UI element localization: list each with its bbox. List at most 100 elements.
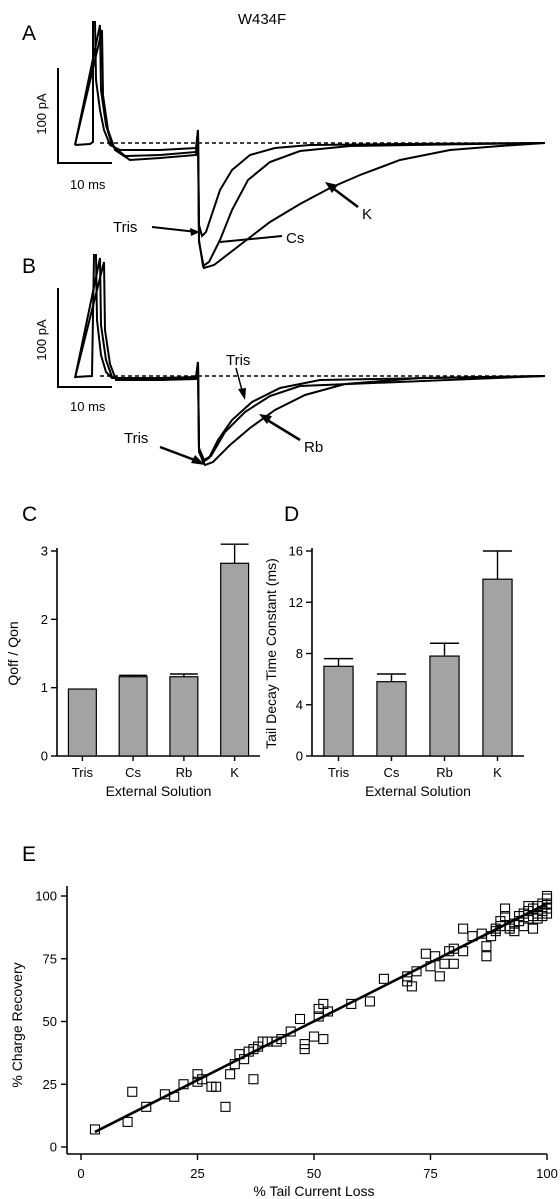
chart-e: 0 25 50 75 100 0 25 50 75 100 % Tail Current Loss%… <box>9 886 558 1199</box>
panel-b-label-rb: Rb <box>304 439 323 456</box>
panel-a-arrowhead-k <box>325 182 338 193</box>
chart-c-ytick-label-2: 2 <box>41 612 48 627</box>
chart-d: 0 4 8 12 16 Tris Cs Rb K External Solution Tail De… <box>263 544 524 799</box>
panel-b-scale-x-label: 10 ms <box>70 399 106 414</box>
panel-b-arrowhead-tris-top <box>238 388 246 400</box>
chart-e-xlabel: % Tail Current Loss <box>253 1183 374 1199</box>
panel-a-arrow-cs <box>219 235 283 243</box>
panel-b-trace-rb <box>74 257 546 467</box>
chart-e-point-61 <box>500 903 511 914</box>
chart-d-ytick-label-3: 12 <box>289 595 303 610</box>
chart-e-point-34 <box>322 1006 334 1017</box>
chart-d-bar-2 <box>429 655 460 757</box>
chart-d-xtick-label-1: Cs <box>384 765 400 780</box>
chart-e-ytick-label-3: 75 <box>43 951 57 966</box>
chart-e-point-29 <box>308 1031 320 1042</box>
chart-e-xtick-label-2: 50 <box>307 1166 321 1181</box>
panel-b-scale-y-label: 100 pA <box>34 319 49 361</box>
panel-b-label-tris-bottom: Tris <box>124 430 148 447</box>
panel-b-label-tris-top: Tris <box>226 352 250 369</box>
chart-e-point-42 <box>420 948 431 959</box>
panel-a-label-cs: Cs <box>286 230 304 247</box>
chart-e-point-86 <box>541 908 553 919</box>
chart-e-point-5 <box>169 1091 180 1102</box>
chart-e-point-45 <box>434 971 445 982</box>
panel-b-arrow-rb <box>263 416 301 442</box>
chart-d-xtick-label-3: K <box>493 765 502 780</box>
chart-e-point-3 <box>141 1101 152 1112</box>
chart-e-point-24 <box>276 1034 287 1045</box>
chart-e-point-12 <box>220 1101 231 1112</box>
chart-d-bar-0 <box>323 665 354 757</box>
panel-a-trace-tris <box>74 21 546 238</box>
panel-letter-e: E <box>22 843 36 866</box>
chart-d-ylabel: Tail Decay Time Constant (ms) <box>263 558 279 749</box>
chart-c-xtick-label-3: K <box>230 765 239 780</box>
panel-letter-d: D <box>284 503 299 526</box>
figure-title: W434F <box>238 11 286 28</box>
chart-c-xlabel: External Solution <box>106 783 212 799</box>
chart-e-point-41 <box>411 966 422 977</box>
chart-c-bar-0 <box>67 688 97 757</box>
chart-d-ytick-label-2: 8 <box>296 646 303 661</box>
chart-e-point-43 <box>425 961 436 972</box>
chart-c-bar-1 <box>118 676 148 757</box>
panel-a-arrowhead-tris <box>190 228 200 236</box>
chart-e-xtick-label-1: 25 <box>190 1166 204 1181</box>
chart-e-xtick-label-4: 100 <box>536 1166 558 1181</box>
panel-a-label-k: K <box>362 206 372 223</box>
panel-a-arrow-tris <box>151 226 198 233</box>
chart-c-ytick-label-0: 0 <box>41 749 48 764</box>
chart-e-point-44 <box>430 951 441 962</box>
panel-b-traces <box>57 254 546 467</box>
chart-e-ytick-label-2: 50 <box>43 1014 57 1029</box>
chart-d-xtick-label-0: Tris <box>328 765 350 780</box>
chart-d-xlabel: External Solution <box>365 783 471 799</box>
chart-e-point-46 <box>439 958 450 969</box>
panel-letter-b: B <box>22 255 36 278</box>
panel-a-scale-y-label: 100 pA <box>34 93 49 135</box>
chart-d-bar-1 <box>376 681 407 757</box>
chart-c: 0 1 2 3 Tris Cs Rb K External Solution Qoff / Qon <box>5 543 260 799</box>
chart-e-point-62 <box>500 911 511 922</box>
chart-e-point-50 <box>458 923 469 934</box>
chart-c-ylabel: Qoff / Qon <box>5 621 21 685</box>
panel-b-arrowhead-tris-bottom <box>191 455 205 465</box>
chart-c-ytick-label-1: 1 <box>41 680 48 695</box>
chart-e-point-28 <box>299 1039 310 1050</box>
panel-letter-c: C <box>22 503 37 526</box>
panel-a-label-tris: Tris <box>113 219 137 236</box>
panel-b-trace-tris-2 <box>74 261 546 462</box>
panel-a-scale-bar <box>57 68 112 164</box>
chart-e-xtick-label-3: 75 <box>423 1166 437 1181</box>
chart-d-xtick-label-2: Rb <box>436 765 453 780</box>
chart-d-ytick-label-1: 4 <box>296 697 303 712</box>
panel-b-scale-bar <box>57 288 112 388</box>
chart-e-ytick-label-0: 0 <box>50 1140 57 1155</box>
chart-e-point-19 <box>248 1074 259 1085</box>
chart-e-point-9 <box>197 1074 208 1085</box>
chart-e-xtick-label-0: 0 <box>77 1166 84 1181</box>
chart-e-point-6 <box>178 1079 189 1090</box>
panel-a-scale-x-label: 10 ms <box>70 177 106 192</box>
chart-e-point-49 <box>448 958 459 969</box>
chart-d-ytick-label-0: 0 <box>296 749 303 764</box>
chart-e-point-40 <box>406 981 417 992</box>
chart-e-point-26 <box>294 1013 306 1025</box>
chart-e-ytick-label-4: 100 <box>35 889 57 904</box>
chart-e-ytick-label-1: 25 <box>43 1077 57 1092</box>
chart-c-xtick-label-0: Tris <box>72 765 94 780</box>
chart-c-bar-2 <box>169 676 199 757</box>
chart-e-ylabel: % Charge Recovery <box>9 962 25 1087</box>
chart-c-xtick-label-1: Cs <box>125 765 141 780</box>
chart-c-xtick-label-2: Rb <box>176 765 193 780</box>
panel-letter-a: A <box>22 22 36 45</box>
chart-e-point-2 <box>127 1086 138 1097</box>
chart-e-point-51 <box>458 946 469 957</box>
chart-e-point-36 <box>364 996 375 1007</box>
panel-a-arrow-k <box>329 185 359 208</box>
chart-e-fit-line <box>94 902 548 1134</box>
chart-e-point-76 <box>527 923 539 934</box>
chart-e-point-11 <box>211 1081 222 1092</box>
